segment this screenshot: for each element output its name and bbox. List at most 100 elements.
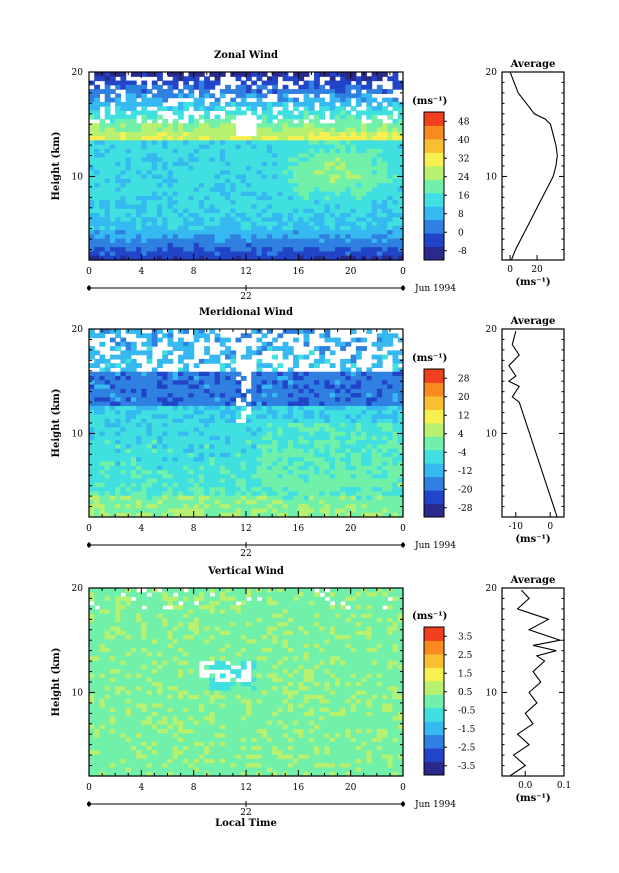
heatmap-cell — [188, 499, 195, 505]
heatmap-cell — [209, 329, 216, 334]
heatmap-cell — [392, 234, 399, 240]
heatmap-cell — [355, 242, 362, 248]
heatmap-cell — [141, 183, 148, 188]
heatmap-cell — [120, 499, 127, 505]
heatmap-cell — [94, 448, 101, 454]
heatmap-cell — [319, 499, 326, 505]
heatmap-cell — [130, 101, 137, 107]
heatmap-cell — [314, 388, 320, 394]
heatmap-cell — [387, 148, 394, 154]
heatmap-cell — [246, 76, 252, 82]
heatmap-cell — [109, 371, 116, 377]
heatmap-cell — [172, 444, 179, 450]
heatmap-cell — [277, 255, 284, 261]
heatmap-cell — [125, 388, 132, 394]
heatmap-cell — [151, 457, 158, 463]
heatmap-cell — [324, 495, 331, 501]
heatmap-cell — [130, 367, 137, 373]
heatmap-cell — [209, 247, 216, 253]
heatmap-cell — [162, 119, 169, 124]
heatmap-cell — [109, 136, 116, 141]
heatmap-cell — [125, 225, 132, 231]
heatmap-cell — [314, 97, 320, 103]
heatmap-cell — [125, 251, 132, 257]
heatmap-cell — [193, 208, 200, 214]
heatmap-cell — [282, 448, 289, 454]
heatmap-cell — [193, 487, 200, 492]
heatmap-cell — [146, 354, 153, 360]
heatmap-cell — [204, 440, 210, 445]
heatmap-cell — [293, 388, 299, 394]
heatmap-cell — [319, 131, 326, 137]
heatmap-cell — [272, 225, 278, 231]
heatmap-cell — [204, 401, 210, 407]
heatmap-cell — [136, 491, 142, 497]
heatmap-cell — [355, 499, 362, 505]
heatmap-cell — [188, 140, 195, 146]
heatmap-cell — [157, 470, 163, 475]
heatmap-cell — [204, 397, 210, 403]
heatmap-cell — [204, 191, 210, 197]
heatmap-cell — [361, 238, 367, 244]
heatmap-cell — [109, 401, 116, 407]
heatmap-cell — [376, 427, 383, 433]
heatmap-cell — [230, 238, 237, 244]
heatmap-cell — [193, 371, 200, 377]
heatmap-cell — [387, 508, 394, 514]
heatmap-cell — [209, 101, 216, 107]
heatmap-cell — [314, 242, 320, 248]
heatmap-cell — [361, 452, 367, 458]
heatmap-cell — [314, 178, 320, 184]
y-tick-label: 10 — [72, 429, 84, 439]
heatmap-cell — [355, 508, 362, 514]
colorbar-swatch — [424, 436, 444, 451]
heatmap-cell — [308, 213, 315, 218]
heatmap-cell — [324, 440, 331, 445]
heatmap-cell — [314, 114, 320, 120]
heatmap-cell — [177, 444, 184, 450]
heatmap-cell — [397, 376, 404, 381]
heatmap-cell — [219, 465, 226, 471]
heatmap-cell — [261, 461, 268, 467]
heatmap-cell — [319, 491, 326, 497]
heatmap-cell — [177, 414, 184, 420]
heatmap-cell — [157, 410, 163, 416]
heatmap-cell — [115, 225, 121, 231]
heatmap-cell — [256, 153, 263, 159]
x-tick-label: 0 — [400, 524, 406, 534]
heatmap-cell — [261, 440, 268, 445]
heatmap-cell — [177, 131, 184, 137]
heatmap-cell — [272, 255, 278, 261]
heatmap-cell — [303, 170, 310, 176]
heatmap-cell — [272, 131, 278, 137]
heatmap-cell — [366, 440, 373, 445]
heatmap-cell — [225, 140, 231, 146]
heatmap-cell — [188, 371, 195, 377]
heatmap-cell — [334, 136, 341, 141]
heatmap-cell — [115, 444, 121, 450]
heatmap-cell — [209, 512, 216, 518]
heatmap-cell — [397, 448, 404, 454]
heatmap-cell — [172, 140, 179, 146]
heatmap-cell — [104, 393, 111, 398]
heatmap-cell — [146, 225, 153, 231]
heatmap-cell — [193, 380, 200, 386]
heatmap-cell — [246, 93, 252, 99]
heatmap-cell — [382, 136, 388, 141]
heatmap-cell — [240, 482, 247, 488]
heatmap-cell — [183, 183, 190, 188]
heatmap-cell — [130, 247, 137, 253]
heatmap-cell — [109, 247, 116, 253]
heatmap-cell — [282, 247, 289, 253]
heatmap-cell — [209, 106, 216, 112]
heatmap-cell — [214, 418, 221, 424]
heatmap-cell — [151, 388, 158, 394]
heatmap-cell — [334, 140, 341, 146]
heatmap-cell — [340, 127, 347, 133]
heatmap-cell — [125, 452, 132, 458]
heatmap-cell — [376, 131, 383, 137]
heatmap-cell — [256, 93, 263, 99]
heatmap-cell — [308, 376, 315, 381]
heatmap-cell — [298, 487, 305, 492]
heatmap-cell — [235, 431, 242, 437]
